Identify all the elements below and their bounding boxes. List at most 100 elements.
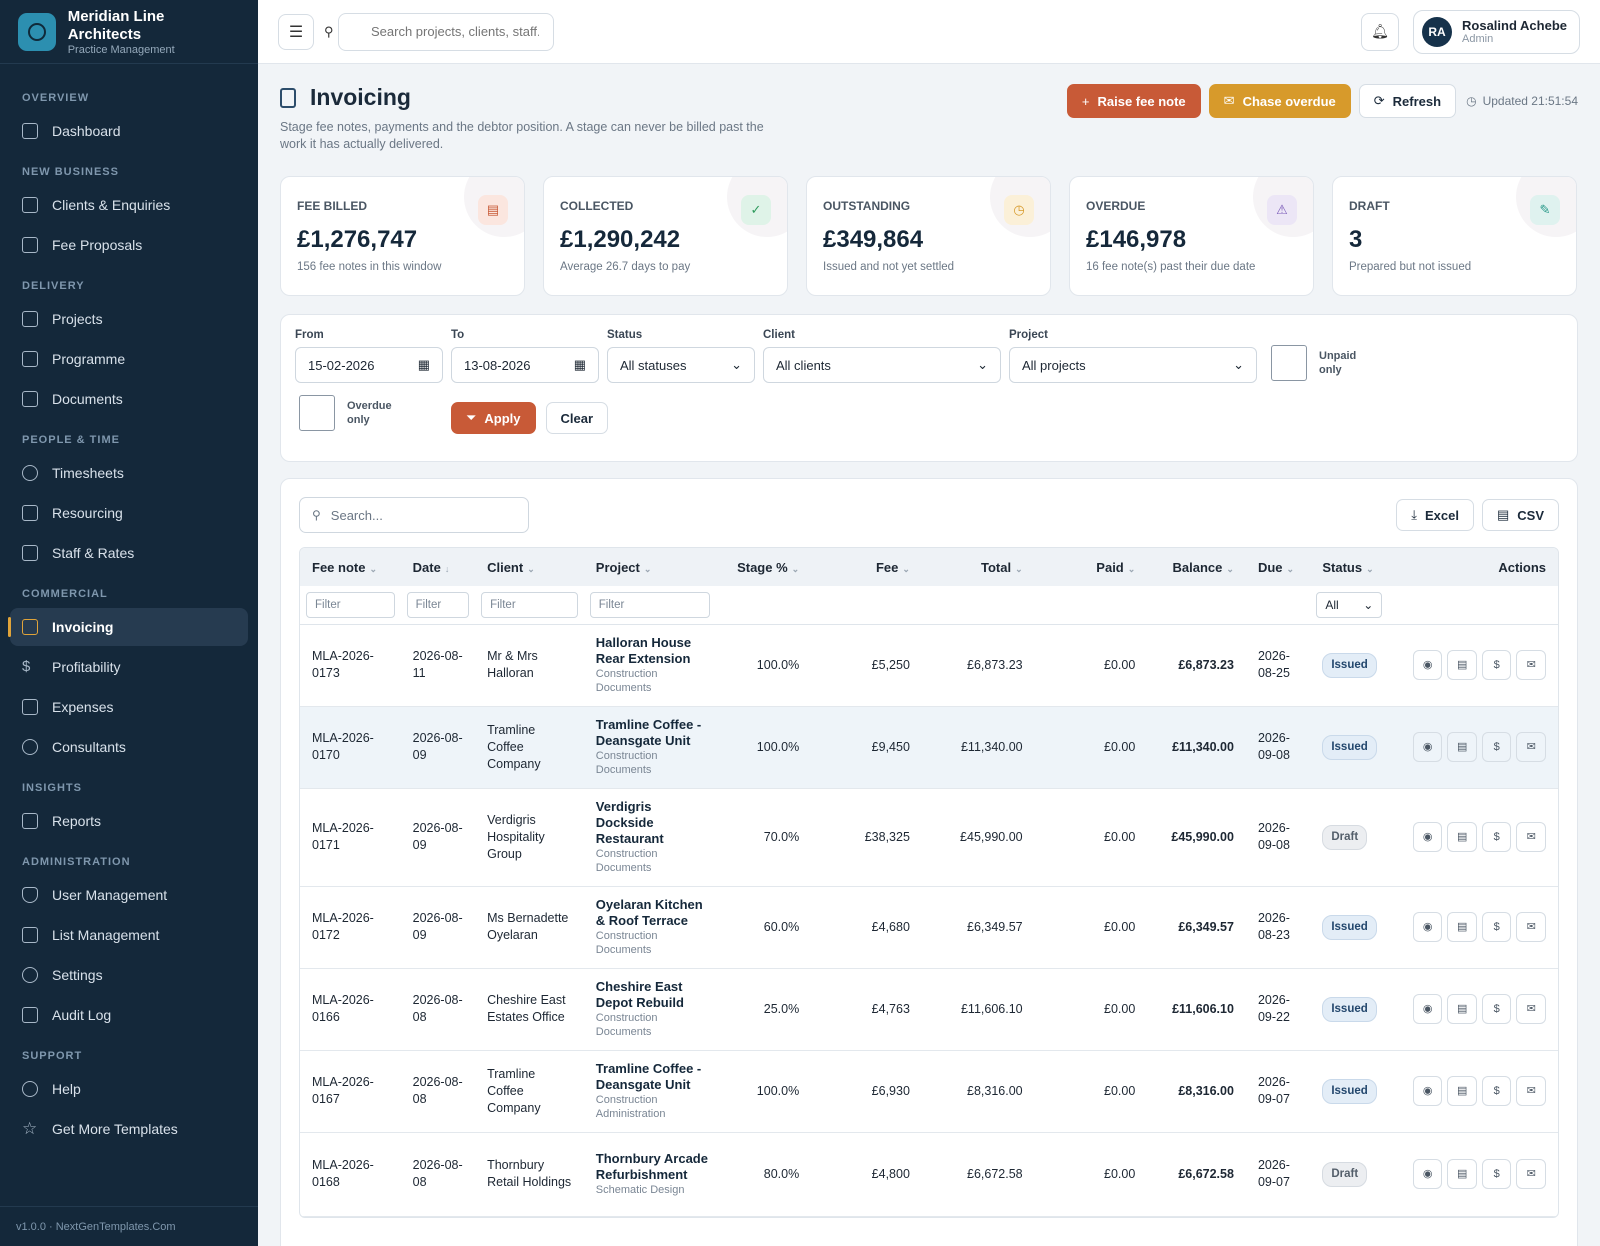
- email-button[interactable]: ✉: [1516, 994, 1546, 1024]
- table-row[interactable]: MLA-2026-0167 2026-08-08 Tramline Coffee C…: [300, 1050, 1558, 1133]
- email-button[interactable]: ✉: [1516, 1159, 1546, 1189]
- date-filter-input[interactable]: Filter: [406, 591, 470, 618]
- sidebar-item-expenses[interactable]: Expenses: [10, 688, 248, 726]
- table-row[interactable]: MLA-2026-0173 2026-08-11 Mr & Mrs Halloran…: [300, 624, 1558, 707]
- view-button[interactable]: ◉: [1412, 822, 1443, 852]
- sidebar-item-settings[interactable]: Settings: [10, 956, 248, 994]
- project-select[interactable]: All projects ⌄: [1009, 347, 1257, 383]
- column-header[interactable]: Balance ⌄: [1147, 548, 1246, 586]
- column-header[interactable]: Total ⌄: [921, 548, 1035, 586]
- table-row[interactable]: MLA-2026-0168 2026-08-08 Thornbury Retail …: [300, 1132, 1558, 1217]
- sidebar-item-profitability[interactable]: $ Profitability: [10, 648, 248, 686]
- record-payment-button[interactable]: $: [1481, 732, 1512, 762]
- fee-note-cell: MLA-2026-0172: [300, 886, 401, 969]
- sidebar-item-proposals[interactable]: Fee Proposals: [10, 226, 248, 264]
- client-cell: Ms Bernadette Oyelaran: [475, 886, 584, 969]
- from-date-input[interactable]: 15-02-2026 ▦: [295, 347, 443, 383]
- column-header[interactable]: Date ↓: [400, 548, 476, 586]
- print-button[interactable]: ▤: [1447, 732, 1477, 762]
- sidebar-item-help[interactable]: Help: [10, 1070, 248, 1108]
- sidebar-item-consultants[interactable]: Consultants: [10, 728, 248, 766]
- clear-button[interactable]: Clear: [545, 402, 609, 434]
- column-header[interactable]: Fee note ⌄: [300, 548, 401, 586]
- sidebar-item-staff[interactable]: Staff & Rates: [10, 534, 248, 572]
- sort-icon: ⌄: [643, 563, 652, 574]
- column-header[interactable]: Due ⌄: [1245, 548, 1311, 586]
- from-label: From: [295, 329, 324, 341]
- eye-icon: ◉: [1422, 740, 1433, 753]
- column-header[interactable]: Stage % ⌄: [720, 548, 812, 586]
- view-button[interactable]: ◉: [1412, 1159, 1443, 1189]
- sidebar-item-projects[interactable]: Projects: [10, 300, 248, 338]
- export-excel-button[interactable]: ⤓ Excel: [1396, 499, 1474, 531]
- client-filter-input[interactable]: Filter: [481, 591, 578, 618]
- project-filter-input[interactable]: Filter: [589, 591, 710, 618]
- view-button[interactable]: ◉: [1412, 912, 1443, 942]
- record-payment-button[interactable]: $: [1481, 912, 1512, 942]
- sidebar-item-programme[interactable]: Programme: [10, 340, 248, 378]
- print-button[interactable]: ▤: [1447, 912, 1477, 942]
- record-payment-button[interactable]: $: [1481, 994, 1512, 1024]
- view-button[interactable]: ◉: [1412, 732, 1443, 762]
- sidebar-item-dashboard[interactable]: Dashboard: [10, 112, 248, 150]
- table-search-input[interactable]: ⚲ Search...: [299, 497, 529, 533]
- column-header[interactable]: Paid ⌄: [1034, 548, 1148, 586]
- brand[interactable]: Meridian Line Architects Practice Manage…: [0, 0, 258, 64]
- chase-overdue-button[interactable]: ✉ Chase overdue: [1208, 84, 1351, 118]
- status-select[interactable]: All statuses ⌄: [607, 347, 755, 383]
- raise-fee-note-button[interactable]: + Raise fee note: [1066, 84, 1201, 118]
- table-row[interactable]: MLA-2026-0166 2026-08-08 Cheshire East Est…: [300, 968, 1558, 1051]
- fee-note-filter-input[interactable]: Filter: [306, 591, 395, 618]
- menu-toggle-button[interactable]: ☰: [278, 13, 314, 50]
- sidebar-item-resourcing[interactable]: Resourcing: [10, 494, 248, 532]
- notifications-button[interactable]: 🔔︎: [1361, 12, 1400, 51]
- sidebar-item-documents[interactable]: Documents: [10, 380, 248, 418]
- view-button[interactable]: ◉: [1412, 1076, 1443, 1106]
- apply-button[interactable]: ⏷ Apply: [451, 402, 536, 434]
- sidebar-item-reports[interactable]: Reports: [10, 802, 248, 840]
- sidebar-item-timesheets[interactable]: Timesheets: [10, 454, 248, 492]
- record-payment-button[interactable]: $: [1481, 1076, 1512, 1106]
- email-button[interactable]: ✉: [1516, 650, 1546, 680]
- email-button[interactable]: ✉: [1516, 1076, 1546, 1106]
- actions-cell: ◉ ▤ $ ✉: [1400, 886, 1558, 969]
- kpi-value: £1,276,747: [297, 226, 418, 253]
- print-button[interactable]: ▤: [1447, 1159, 1477, 1189]
- status-filter-select[interactable]: All ⌄: [1316, 591, 1383, 618]
- print-button[interactable]: ▤: [1447, 650, 1477, 680]
- column-header[interactable]: Fee ⌄: [811, 548, 922, 586]
- sidebar-item-clients[interactable]: Clients & Enquiries: [10, 186, 248, 224]
- print-button[interactable]: ▤: [1447, 822, 1477, 852]
- sidebar-item-audit[interactable]: Audit Log: [10, 996, 248, 1034]
- print-button[interactable]: ▤: [1447, 994, 1477, 1024]
- view-button[interactable]: ◉: [1412, 650, 1443, 680]
- print-button[interactable]: ▤: [1447, 1076, 1477, 1106]
- record-payment-button[interactable]: $: [1481, 822, 1512, 852]
- column-header[interactable]: Client ⌄: [475, 548, 584, 586]
- email-button[interactable]: ✉: [1516, 732, 1546, 762]
- sidebar-item-invoicing[interactable]: Invoicing: [8, 608, 248, 646]
- sidebar-item-users[interactable]: User Management: [10, 876, 248, 914]
- record-payment-button[interactable]: $: [1481, 650, 1512, 680]
- column-header[interactable]: Status ⌄: [1310, 548, 1401, 586]
- export-csv-button[interactable]: ▤ CSV: [1481, 499, 1559, 531]
- user-menu[interactable]: RA Rosalind Achebe Admin: [1413, 9, 1580, 54]
- global-search-input[interactable]: [338, 12, 554, 51]
- table-row[interactable]: MLA-2026-0171 2026-08-09 Verdigris Hospita…: [300, 788, 1558, 887]
- email-button[interactable]: ✉: [1516, 912, 1546, 942]
- view-button[interactable]: ◉: [1412, 994, 1443, 1024]
- to-date-input[interactable]: 13-08-2026 ▦: [451, 347, 599, 383]
- column-header-label: Total: [980, 559, 1012, 575]
- refresh-button[interactable]: ⟳ Refresh: [1358, 84, 1457, 118]
- record-payment-button[interactable]: $: [1481, 1159, 1512, 1189]
- client-cell: Tramline Coffee Company: [475, 1050, 584, 1133]
- sidebar-item-lists[interactable]: List Management: [10, 916, 248, 954]
- client-select[interactable]: All clients ⌄: [763, 347, 1001, 383]
- table-row[interactable]: MLA-2026-0172 2026-08-09 Ms Bernadette Oye…: [300, 886, 1558, 969]
- email-button[interactable]: ✉: [1516, 822, 1546, 852]
- unpaid-only-checkbox[interactable]: [1271, 345, 1307, 381]
- table-row[interactable]: MLA-2026-0170 2026-08-09 Tramline Coffee C…: [300, 706, 1558, 789]
- column-header[interactable]: Project ⌄: [583, 548, 721, 586]
- overdue-only-checkbox[interactable]: [299, 395, 335, 431]
- sidebar-item-templates[interactable]: ☆ Get More Templates: [10, 1110, 248, 1148]
